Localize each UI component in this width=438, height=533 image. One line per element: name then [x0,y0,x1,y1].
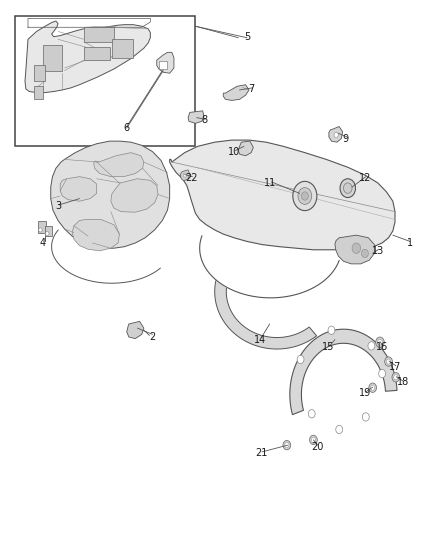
Text: 11: 11 [265,178,277,188]
Bar [38,221,46,232]
Bar [159,61,167,69]
Circle shape [376,337,384,348]
Polygon shape [111,179,158,212]
Polygon shape [72,220,120,251]
Circle shape [293,181,317,211]
Polygon shape [200,236,339,298]
Circle shape [343,183,352,193]
Text: 14: 14 [254,335,266,345]
Text: 10: 10 [228,147,240,157]
Polygon shape [238,141,253,156]
Text: 4: 4 [39,238,45,248]
Text: 1: 1 [407,238,413,248]
Circle shape [362,413,369,421]
Circle shape [385,357,392,366]
Text: 8: 8 [201,115,207,125]
Circle shape [301,192,308,200]
Polygon shape [127,321,144,338]
Polygon shape [290,329,397,415]
Circle shape [386,359,391,364]
Polygon shape [94,152,144,176]
Text: 20: 20 [311,442,324,451]
Polygon shape [170,140,395,250]
Bar [84,27,114,42]
Circle shape [392,373,400,382]
Circle shape [184,173,187,177]
Text: 15: 15 [322,343,335,352]
Polygon shape [180,170,190,181]
Circle shape [298,188,312,204]
Polygon shape [215,277,317,349]
Circle shape [328,326,335,334]
Bar [112,39,133,58]
Text: 18: 18 [397,377,410,387]
Text: 16: 16 [376,343,388,352]
Circle shape [46,231,49,236]
Bar [45,226,52,236]
Circle shape [311,437,315,442]
Text: 13: 13 [372,246,384,256]
Bar [84,47,110,60]
Circle shape [352,243,360,254]
Text: 2: 2 [149,332,155,342]
Text: 3: 3 [55,201,61,212]
Bar [43,45,62,71]
Circle shape [310,435,317,445]
Polygon shape [335,235,374,264]
Circle shape [378,340,382,345]
Circle shape [285,442,289,448]
Polygon shape [188,111,204,123]
Circle shape [361,249,368,257]
Circle shape [379,369,385,378]
Polygon shape [25,21,150,93]
Polygon shape [223,85,249,100]
Bar [15,16,195,147]
Text: 17: 17 [389,362,401,372]
Circle shape [283,440,291,450]
Text: 5: 5 [244,31,250,42]
Circle shape [371,385,375,390]
Polygon shape [51,141,170,248]
Polygon shape [329,126,343,142]
Polygon shape [157,52,174,73]
Polygon shape [60,176,97,201]
Circle shape [39,228,42,232]
Circle shape [368,342,375,350]
Text: 9: 9 [343,134,349,143]
Bar [35,66,45,81]
Circle shape [340,179,356,198]
Circle shape [394,375,398,380]
Circle shape [297,356,304,364]
Circle shape [336,425,343,434]
Bar [35,86,43,99]
Text: 22: 22 [185,173,198,183]
Circle shape [369,383,377,392]
Circle shape [334,132,338,138]
Text: 7: 7 [248,84,254,94]
Text: 21: 21 [256,448,268,458]
Circle shape [308,410,315,418]
Text: 12: 12 [359,173,371,183]
Text: 6: 6 [124,123,130,133]
Text: 19: 19 [359,388,371,398]
